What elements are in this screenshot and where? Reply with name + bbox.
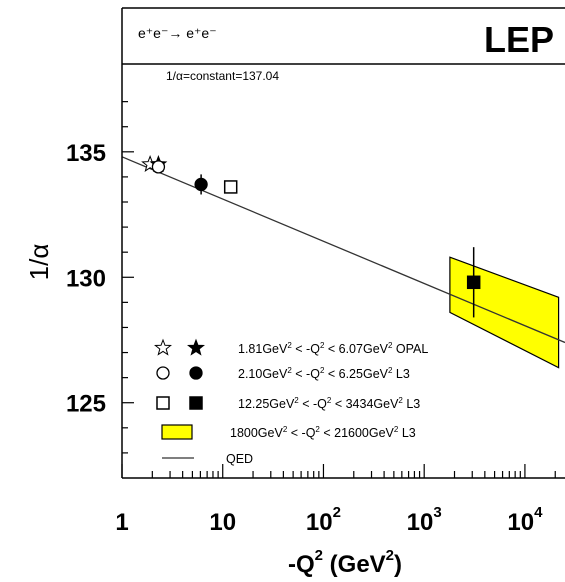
legend: 1.81GeV2 < -Q2 < 6.07GeV2 OPAL 2.10GeV2 <… bbox=[154, 338, 428, 466]
x-tick-label: 1 bbox=[115, 509, 128, 536]
legend-symbol-star-open bbox=[154, 338, 172, 356]
y-tick-label: 135 bbox=[66, 140, 106, 167]
x-tick-label: 103 bbox=[407, 504, 442, 536]
legend-symbol-circle-filled bbox=[189, 366, 203, 380]
legend-entry-label: 2.10GeV2 < -Q2 < 6.25GeV2 L3 bbox=[238, 366, 410, 381]
yellow-band bbox=[449, 256, 560, 369]
y-tick-label: 130 bbox=[66, 265, 106, 292]
x-tick-label: 10 bbox=[209, 509, 236, 536]
points-layer bbox=[141, 154, 481, 318]
data-point-square-filled bbox=[466, 275, 481, 290]
legend-entry-label: 1800GeV2 < -Q2 < 21600GeV2 L3 bbox=[230, 425, 416, 440]
band-layer bbox=[449, 256, 560, 369]
x-tick-label: 102 bbox=[306, 504, 341, 536]
legend-entry-label: QED bbox=[226, 452, 253, 466]
y-axis-label: 1/α bbox=[24, 244, 54, 281]
legend-band-swatch bbox=[161, 424, 193, 440]
axes-layer: 125 130 135 1 10 102 103 104 bbox=[66, 7, 565, 536]
data-point-square-open bbox=[223, 180, 238, 194]
legend-entry-label: 12.25GeV2 < -Q2 < 3434GeV2 L3 bbox=[238, 396, 420, 411]
experiment-label: LEP bbox=[484, 19, 554, 60]
legend-symbol-star-filled bbox=[187, 338, 205, 356]
legend-symbol-square-filled bbox=[189, 396, 203, 410]
data-point-circle-open bbox=[151, 160, 166, 174]
legend-entry-label: 1.81GeV2 < -Q2 < 6.07GeV2 OPAL bbox=[238, 341, 428, 356]
x-tick-label: 104 bbox=[507, 504, 543, 536]
legend-symbol-circle-open bbox=[156, 366, 170, 380]
qed-line bbox=[121, 156, 565, 344]
y-tick-label: 125 bbox=[66, 391, 106, 418]
header-layer: e⁺e⁻→ e⁺e⁻ LEP 1/α=constant=137.04 bbox=[138, 19, 554, 83]
data-point-circle-filled bbox=[194, 177, 208, 192]
constant-note: 1/α=constant=137.04 bbox=[166, 69, 279, 83]
x-axis-label: -Q2 (GeV2) bbox=[288, 547, 402, 578]
legend-symbol-square-open bbox=[156, 396, 170, 410]
qed-line-layer bbox=[121, 156, 565, 344]
process-label: e⁺e⁻→ e⁺e⁻ bbox=[138, 25, 217, 41]
